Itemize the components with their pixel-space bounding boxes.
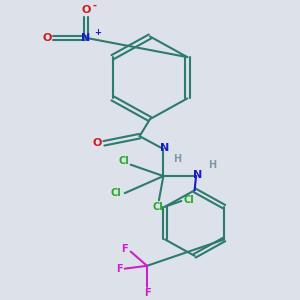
Text: -: - xyxy=(92,1,96,11)
Text: F: F xyxy=(144,288,150,298)
Text: H: H xyxy=(208,160,217,170)
Text: N: N xyxy=(160,142,170,153)
Text: O: O xyxy=(93,138,102,148)
Text: Cl: Cl xyxy=(119,156,130,166)
Text: N: N xyxy=(82,33,91,43)
Text: N: N xyxy=(193,169,202,180)
Text: Cl: Cl xyxy=(110,188,121,198)
Text: O: O xyxy=(81,5,91,15)
Text: O: O xyxy=(42,33,52,43)
Text: Cl: Cl xyxy=(152,202,163,212)
Text: +: + xyxy=(94,28,101,37)
Text: F: F xyxy=(122,244,128,254)
Text: Cl: Cl xyxy=(183,195,194,205)
Text: H: H xyxy=(173,154,181,164)
Text: F: F xyxy=(116,264,123,274)
